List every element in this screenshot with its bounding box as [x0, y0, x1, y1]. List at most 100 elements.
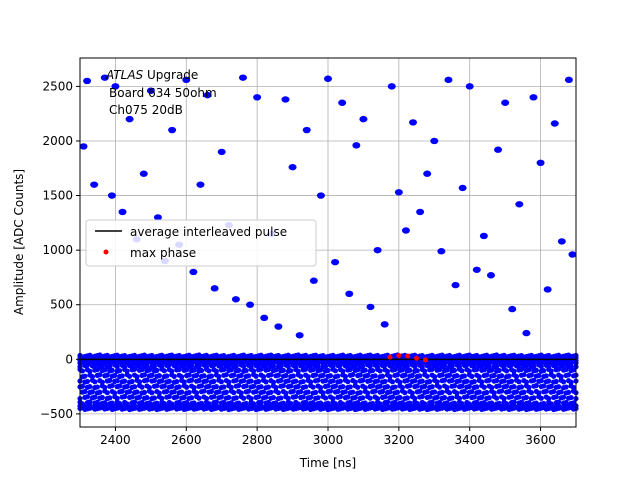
sample-point	[570, 384, 577, 391]
sample-point	[275, 372, 281, 378]
plot-frame	[79, 57, 577, 428]
sample-point	[308, 394, 314, 400]
sample-point	[316, 192, 325, 199]
sample-point	[107, 395, 113, 401]
sample-point	[131, 399, 138, 405]
sample-point	[437, 384, 443, 390]
sample-point	[251, 383, 257, 389]
sample-point	[350, 372, 356, 378]
sample-point	[531, 363, 537, 369]
sample-point	[270, 394, 277, 401]
sample-point	[111, 83, 120, 90]
sample-point	[441, 377, 448, 383]
sample-point	[305, 389, 311, 395]
sample-point	[315, 363, 321, 369]
sample-point	[248, 378, 254, 384]
sample-point	[313, 389, 319, 396]
sample-point	[233, 395, 239, 401]
sample-point	[494, 378, 500, 384]
sample-point	[154, 383, 160, 389]
sample-point	[114, 395, 120, 401]
sample-point	[146, 384, 153, 391]
sample-point	[446, 372, 453, 378]
sample-point	[216, 373, 222, 380]
sample-point	[541, 383, 547, 389]
sample-point	[365, 390, 371, 396]
sample-point	[355, 384, 361, 390]
sample-point	[327, 388, 334, 394]
sample-point	[238, 390, 244, 396]
x-tick-label: 2600	[171, 433, 202, 447]
sample-point	[387, 373, 393, 380]
sample-point	[345, 394, 351, 400]
sample-point	[136, 394, 143, 400]
sample-point	[295, 368, 301, 374]
sample-point	[268, 372, 274, 378]
sample-point	[496, 383, 502, 389]
sample-point	[419, 378, 425, 384]
sample-point	[476, 389, 482, 395]
legend: average interleaved pulse max phase	[85, 219, 317, 267]
sample-point	[538, 395, 544, 401]
sample-point	[536, 159, 545, 167]
legend-dot-swatch	[103, 249, 109, 255]
sample-point	[446, 390, 453, 396]
sample-point	[182, 76, 191, 84]
sample-point	[102, 384, 108, 391]
sample-point	[456, 378, 463, 384]
sample-point	[489, 385, 495, 391]
sample-point	[82, 373, 88, 379]
sample-point	[511, 368, 517, 374]
sample-point	[459, 383, 465, 389]
sample-point	[280, 367, 286, 373]
sample-point	[193, 390, 200, 396]
svg-text:ATLAS Upgrade: ATLAS Upgrade	[105, 68, 198, 82]
sample-point	[372, 373, 378, 379]
sample-point	[439, 372, 445, 378]
sample-point	[144, 363, 150, 369]
sample-point	[238, 74, 247, 81]
sample-point	[432, 389, 438, 395]
sample-point	[198, 383, 205, 389]
sample-point	[181, 379, 187, 385]
sample-point	[437, 248, 446, 255]
sample-point	[399, 384, 405, 391]
sample-point	[424, 389, 430, 395]
sample-point	[315, 395, 321, 401]
sample-point	[401, 227, 410, 234]
sample-point	[317, 384, 324, 391]
sample-point	[533, 367, 539, 373]
sample-point	[151, 377, 157, 384]
sample-point	[238, 372, 244, 379]
sample-point	[533, 382, 539, 389]
sample-point	[516, 379, 522, 385]
sample-point	[564, 76, 573, 84]
sample-point	[246, 301, 255, 308]
sample-point	[461, 388, 467, 394]
sample-point	[156, 373, 162, 379]
sample-point	[189, 268, 198, 276]
sample-point	[258, 384, 264, 390]
sample-point	[472, 266, 481, 273]
sample-point	[550, 120, 559, 127]
sample-point	[107, 377, 113, 383]
sample-point	[211, 394, 217, 400]
sample-point	[536, 390, 542, 396]
sample-point	[236, 382, 242, 389]
sample-point	[479, 379, 485, 385]
sample-point	[553, 394, 559, 400]
sample-point	[83, 77, 92, 85]
sample-point	[308, 379, 314, 385]
sample-point	[360, 377, 366, 383]
sample-point	[424, 373, 430, 379]
sample-point	[459, 368, 465, 374]
sample-point	[300, 394, 306, 400]
sample-point	[211, 378, 217, 384]
sample-point	[474, 384, 480, 390]
sample-point	[486, 377, 492, 383]
sample-point	[285, 395, 291, 401]
sample-point	[340, 383, 346, 390]
sample-point	[454, 390, 460, 396]
sample-point	[471, 394, 477, 400]
sample-point	[169, 383, 175, 390]
